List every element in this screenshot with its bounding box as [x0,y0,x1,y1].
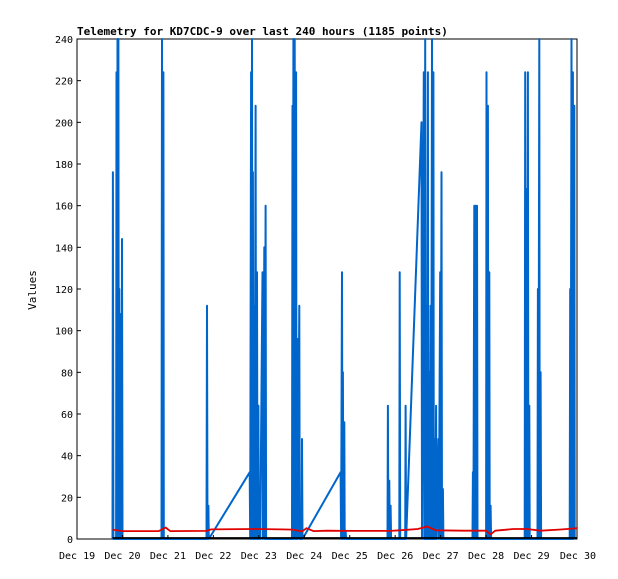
plot-area: 0 20 40 60 80 100 120 140 160 180 200 220 240 Dec 19 D… [55,35,596,562]
y-tick-label-1: 20 [61,493,73,504]
y-tick-label-6: 120 [55,285,73,296]
x-tick-label-1: Dec 20 [104,551,140,562]
y-tick-label-4: 80 [61,368,73,379]
y-tick-label-3: 60 [61,410,73,421]
series-line-1 [112,525,578,536]
y-tick-label-8: 160 [55,202,73,213]
y-tick-label-9: 180 [55,160,73,171]
y-axis-label: Values [26,270,39,310]
x-tick-label-7: Dec 26 [377,551,413,562]
y-tick-label-11: 220 [55,77,73,88]
x-tick-label-0: Dec 19 [59,551,95,562]
y-tick-label-0: 0 [67,535,73,546]
x-tick-label-5: Dec 24 [286,551,322,562]
x-tick-label-10: Dec 29 [513,551,549,562]
series-line-0 [111,38,576,540]
y-tick-label-2: 40 [61,452,73,463]
x-tick-label-3: Dec 22 [195,551,231,562]
y-tick-label-10: 200 [55,118,73,129]
x-tick-label-2: Dec 21 [150,551,186,562]
x-tick-label-8: Dec 27 [423,551,459,562]
x-tick-label-9: Dec 28 [468,551,504,562]
y-tick-label-7: 140 [55,243,73,254]
y-tick-label-5: 100 [55,327,73,338]
y-tick-label-12: 240 [55,35,73,46]
x-tick-label-4: Dec 23 [241,551,277,562]
x-tick-label-11: Dec 30 [560,551,596,562]
x-tick-label-6: Dec 25 [332,551,368,562]
chart-title: Telemetry for KD7CDC-9 over last 240 hou… [77,25,448,38]
